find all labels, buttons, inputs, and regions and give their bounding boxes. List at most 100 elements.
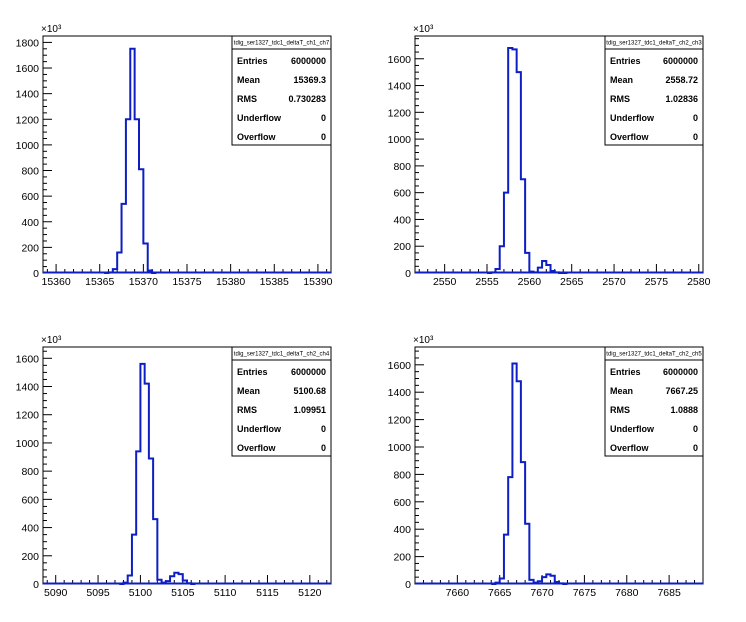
y-tick-label: 0 — [405, 268, 411, 280]
stats-value: 7667.25 — [665, 386, 698, 396]
histogram-series — [104, 47, 157, 274]
histogram-panel: 5090 5095 5100 5105 5110 5115 5120 0 200 400 600 80… — [16, 335, 332, 599]
y-tick-label: 1400 — [388, 81, 412, 93]
stats-box-frame — [231, 35, 332, 146]
stats-label: RMS — [237, 94, 257, 104]
y-tick-label: 1000 — [16, 140, 40, 152]
stats-value: 6000000 — [663, 367, 698, 377]
stats-value: 6000000 — [291, 56, 326, 66]
y-tick-label: 1000 — [388, 134, 412, 146]
stats-label: Overflow — [610, 132, 650, 142]
stats-value: 0 — [321, 443, 326, 453]
histogram-series — [119, 362, 196, 585]
y-tick-label: 1200 — [388, 415, 412, 427]
stats-label: Underflow — [610, 113, 655, 123]
x-tick-label: 15380 — [216, 276, 245, 288]
x-tick-label: 5090 — [44, 587, 68, 599]
stats-title: tdig_ser1327_tdc1_deltaT_ch1_ch7 — [234, 41, 330, 47]
y-multiplier-label: ×10³ — [41, 335, 62, 346]
stats-label: RMS — [237, 405, 257, 415]
x-tick-label: 15385 — [260, 276, 289, 288]
y-tick-label: 1200 — [16, 410, 40, 422]
y-tick-label: 600 — [21, 191, 39, 203]
stats-label: Mean — [610, 75, 633, 85]
x-tick-label: 5115 — [256, 587, 279, 599]
x-tick-label: 7665 — [488, 587, 512, 599]
y-tick-label: 1400 — [16, 382, 40, 394]
y-tick-label: 600 — [21, 494, 39, 506]
histogram-series — [491, 362, 568, 585]
y-tick-label: 0 — [33, 268, 39, 280]
stats-title: tdig_ser1327_tdc1_deltaT_ch2_ch4 — [234, 352, 330, 358]
y-multiplier-label: ×10³ — [41, 24, 62, 35]
histogram-panel: 2550 2555 2560 2565 2570 2575 2580 0 200 400 600 80… — [388, 24, 711, 288]
x-tick-label: 2575 — [645, 276, 669, 288]
y-tick-label: 1400 — [388, 387, 412, 399]
stats-label: Overflow — [237, 443, 277, 453]
stats-label: Entries — [610, 56, 641, 66]
y-tick-label: 200 — [393, 241, 411, 253]
stats-label: RMS — [610, 405, 630, 415]
x-tick-label: 5095 — [86, 587, 110, 599]
stats-label: Mean — [237, 386, 260, 396]
stats-value: 1.02836 — [665, 94, 698, 104]
stats-value: 0 — [321, 424, 326, 434]
stats-label: Overflow — [237, 132, 277, 142]
y-tick-label: 1200 — [16, 114, 40, 126]
x-tick-label: 15370 — [129, 276, 158, 288]
stats-value: 0.730283 — [288, 94, 326, 104]
x-tick-label: 5110 — [214, 587, 237, 599]
stats-value: 0 — [321, 113, 326, 123]
stats-label: Entries — [237, 367, 268, 377]
stats-label: RMS — [610, 94, 630, 104]
stats-box: tdig_ser1327_tdc1_deltaT_ch2_ch3 Entries 6… — [604, 35, 704, 146]
x-tick-label: 5105 — [171, 587, 195, 599]
histogram-series — [487, 47, 568, 274]
stats-value: 5100.68 — [293, 386, 326, 396]
y-tick-label: 1400 — [16, 89, 40, 101]
y-tick-label: 200 — [21, 551, 39, 563]
stats-label: Entries — [610, 367, 641, 377]
stats-box-frame — [231, 346, 332, 457]
stats-value: 6000000 — [291, 367, 326, 377]
y-tick-label: 1000 — [388, 442, 412, 454]
stats-label: Overflow — [610, 443, 650, 453]
x-tick-label: 5100 — [129, 587, 153, 599]
y-tick-label: 400 — [393, 524, 411, 536]
stats-value: 15369.3 — [293, 75, 326, 85]
y-tick-label: 0 — [33, 579, 39, 591]
y-tick-label: 800 — [393, 469, 411, 481]
y-tick-label: 1600 — [388, 360, 412, 372]
x-tick-label: 7670 — [530, 587, 554, 599]
y-tick-label: 1600 — [16, 353, 40, 365]
stats-value: 0 — [693, 443, 698, 453]
y-tick-label: 800 — [393, 161, 411, 173]
x-tick-label: 7660 — [446, 587, 470, 599]
x-tick-label: 15390 — [303, 276, 332, 288]
histogram-panel: 7660 7665 7670 7675 7680 7685 0 200 400 600 800 100… — [388, 335, 704, 599]
stats-label: Entries — [237, 56, 268, 66]
stats-title: tdig_ser1327_tdc1_deltaT_ch2_ch5 — [606, 352, 702, 358]
stats-box-frame — [604, 35, 704, 146]
x-tick-label: 2570 — [602, 276, 626, 288]
y-tick-label: 600 — [393, 188, 411, 200]
y-tick-label: 600 — [393, 497, 411, 509]
stats-value: 0 — [693, 424, 698, 434]
y-tick-label: 0 — [405, 579, 411, 591]
histogram-panel: 15360 15365 15370 15375 15380 15385 15390 0 200 4… — [16, 24, 333, 288]
stats-value: 1.09951 — [293, 405, 326, 415]
y-multiplier-label: ×10³ — [413, 335, 434, 346]
stats-label: Mean — [237, 75, 260, 85]
x-tick-label: 2555 — [475, 276, 499, 288]
stats-value: 0 — [321, 132, 326, 142]
stats-value: 6000000 — [663, 56, 698, 66]
stats-value: 2558.72 — [665, 75, 698, 85]
x-tick-label: 2565 — [560, 276, 584, 288]
x-tick-label: 2550 — [433, 276, 457, 288]
y-tick-label: 200 — [393, 552, 411, 564]
x-tick-label: 7685 — [657, 587, 681, 599]
stats-title: tdig_ser1327_tdc1_deltaT_ch2_ch3 — [606, 41, 702, 47]
y-tick-label: 1200 — [388, 107, 412, 119]
stats-label: Mean — [610, 386, 633, 396]
